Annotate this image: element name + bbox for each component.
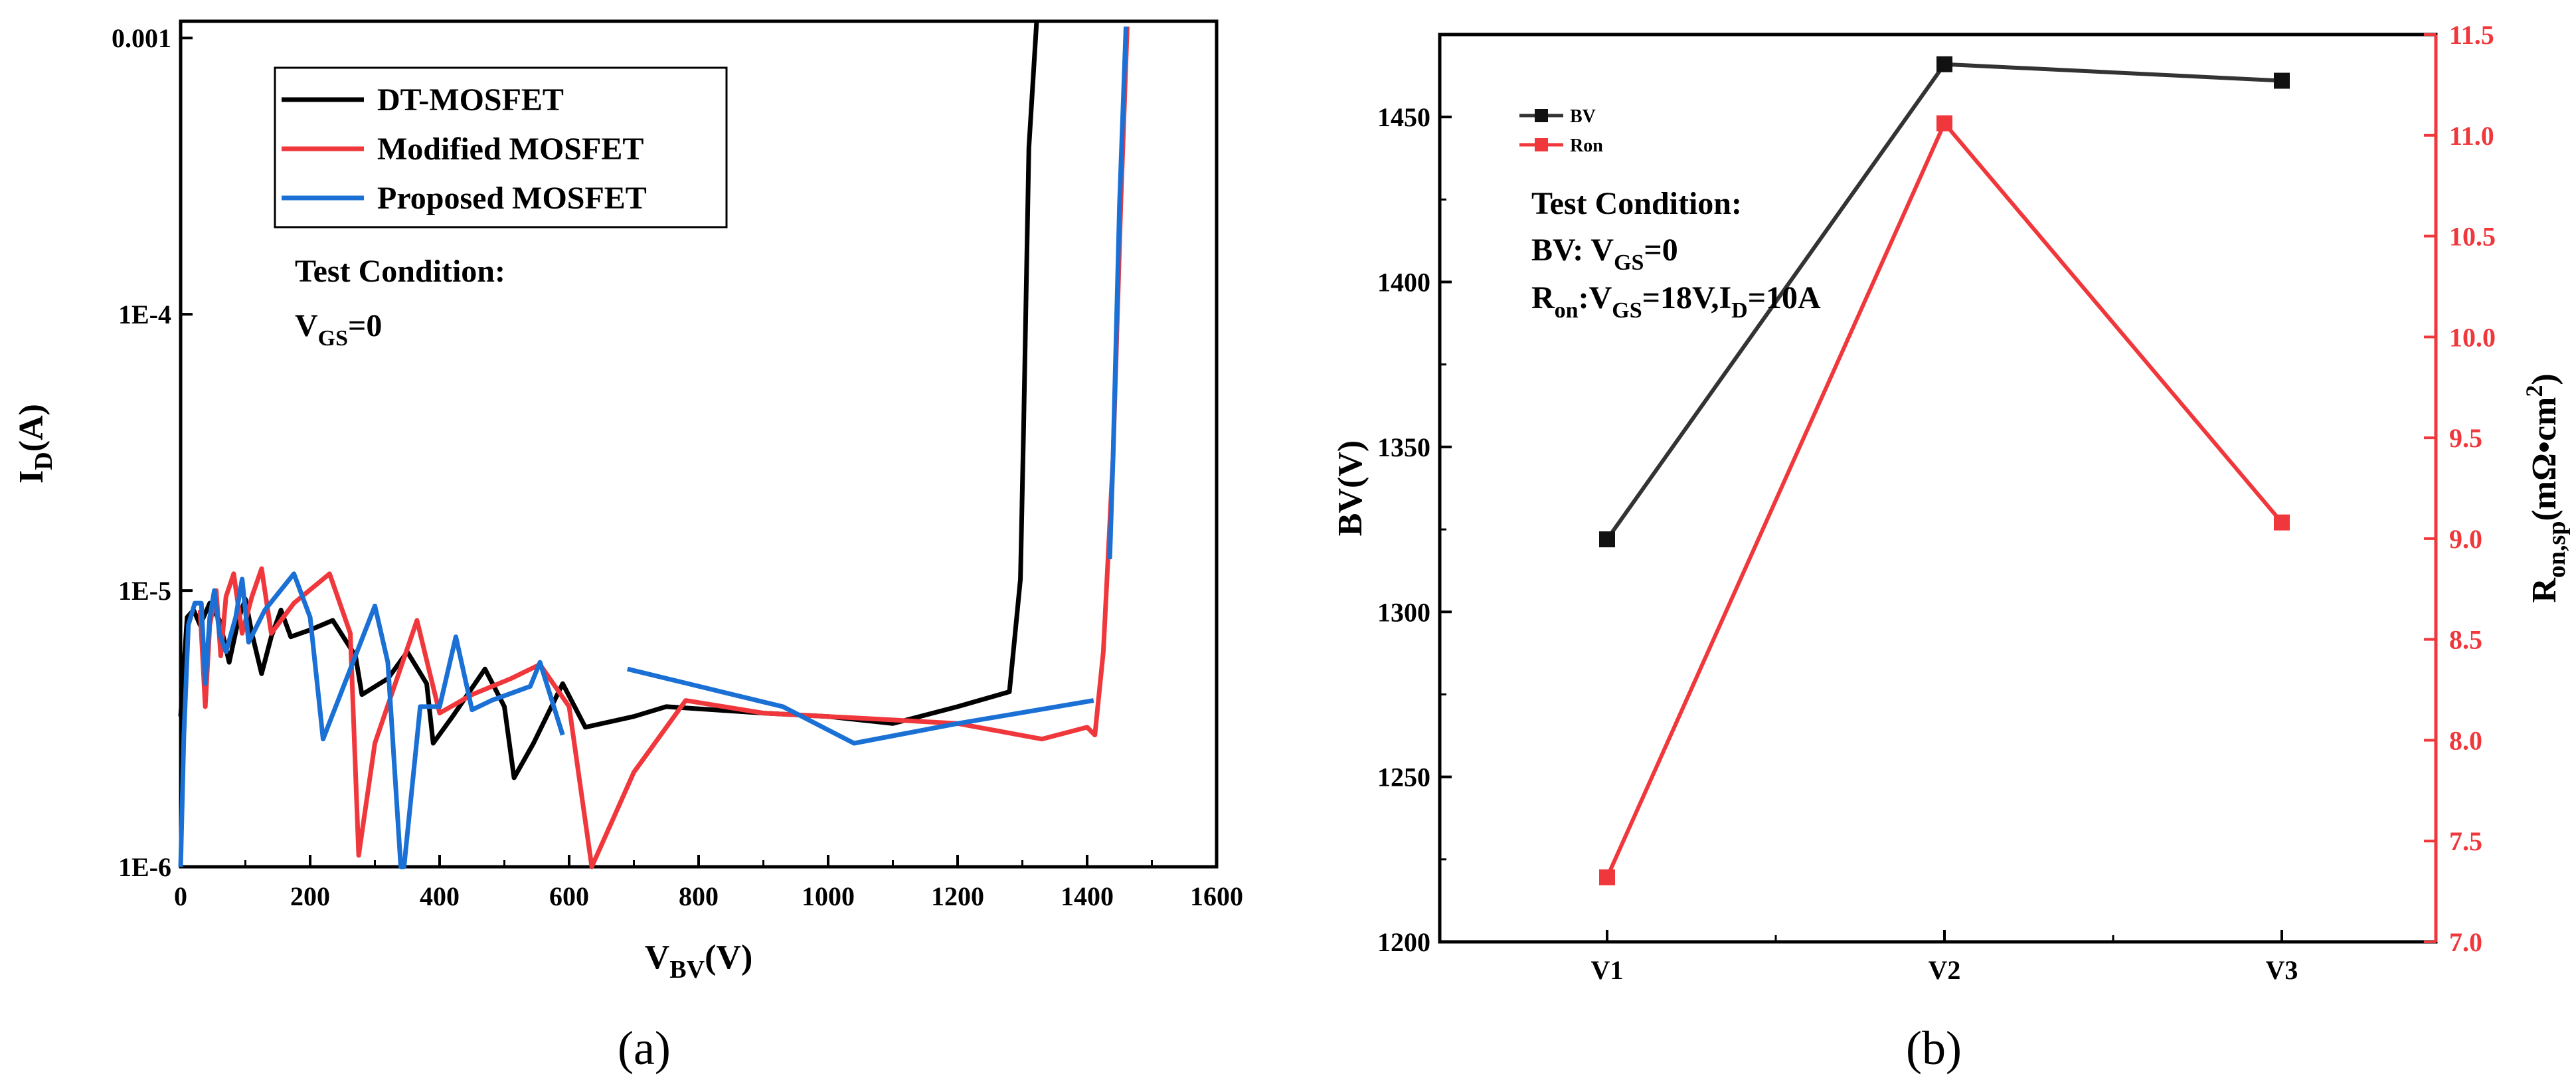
y2-tick-label-5: 9.5 <box>2449 423 2482 453</box>
chart-b-annotation-l3sub2: GS <box>1612 298 1642 323</box>
chart-b-y2-title: Ron,sp(mΩ•cm2) <box>2521 373 2571 602</box>
legend-label-modified-mosfet: Modified MOSFET <box>377 132 644 167</box>
y2-tick-label-6: 10.0 <box>2449 322 2496 352</box>
chart-b-y-axis-left: 1200 1250 1300 1350 1400 1450 <box>1377 33 1452 957</box>
x-tick-label-1200: 1200 <box>931 881 984 911</box>
legend-label-proposed-mosfet: Proposed MOSFET <box>377 181 647 216</box>
x-tick-label-600: 600 <box>549 881 589 911</box>
chart-b-panel-label: (b) <box>1906 1022 1962 1075</box>
chart-a-annotation-vgs-sub: GS <box>318 326 348 351</box>
chart-b-annotation-line1: Test Condition: <box>1531 186 1742 221</box>
y2-tick-label-0: 7.0 <box>2449 927 2482 957</box>
legend-marker-bv <box>1535 109 1548 122</box>
point-bv-v2 <box>1936 56 1952 72</box>
chart-b-frame <box>1438 33 2438 944</box>
chart-a-series <box>178 21 1130 869</box>
chart-b-x-axis: V1 V2 V3 <box>1591 930 2298 985</box>
chart-b-annotation-l2a: BV: V <box>1531 232 1614 268</box>
y2-tick-label-8: 11.0 <box>2449 121 2494 151</box>
y-tick-label-1250: 1250 <box>1377 763 1430 792</box>
chart-b-annotation-line2: BV: VGS=0 <box>1531 232 1678 275</box>
chart-a-x-title-unit: (V) <box>705 939 752 976</box>
y2-tick-label-9: 11.5 <box>2449 20 2494 50</box>
series-line-proposed-mosfet <box>178 26 1128 869</box>
chart-a-y-axis: 1E-6 1E-5 1E-4 0.001 <box>112 23 193 882</box>
chart-b-y2-title-sub: on,sp <box>2543 521 2571 579</box>
chart-a-annotation-vgs-main: V <box>295 308 318 343</box>
chart-b-y-axis-right: 7.0 7.5 8.0 8.5 9.0 9.5 10.0 10.5 11.0 11.5 <box>2424 20 2496 957</box>
chart-b-annotation-l3c: =18V,I <box>1642 280 1732 315</box>
y2-tick-label-4: 9.0 <box>2449 524 2482 554</box>
chart-b-annotation-l3sub1: on <box>1555 298 1579 323</box>
chart-a-panel-label: (a) <box>618 1022 671 1075</box>
chart-a-y-title: ID(A) <box>13 404 58 484</box>
chart-a-annotation-line2: VGS=0 <box>295 308 382 351</box>
chart-b-y2-title-rest: (mΩ•cm <box>2526 397 2563 521</box>
chart-a-y-title-unit: (A) <box>13 404 50 452</box>
y2-tick-label-7: 10.5 <box>2449 222 2496 252</box>
x-tick-label-v1: V1 <box>1591 955 1624 985</box>
x-tick-label-v2: V2 <box>1929 955 1961 985</box>
point-bv-v1 <box>1599 531 1615 547</box>
y-tick-label-1450: 1450 <box>1377 102 1430 132</box>
chart-b-series <box>1599 56 2290 885</box>
legend-marker-ron <box>1535 138 1548 151</box>
chart-b-y-title: BV(V) <box>1331 440 1369 536</box>
y-tick-label-1300: 1300 <box>1377 597 1430 627</box>
y2-tick-label-1: 7.5 <box>2449 826 2482 856</box>
chart-b-legend: BV Ron <box>1519 106 1603 156</box>
y-tick-label-1400: 1400 <box>1377 268 1430 298</box>
point-ron-v3 <box>2274 514 2290 531</box>
x-tick-label-200: 200 <box>290 881 330 911</box>
series-line-modified-mosfet <box>197 26 1130 869</box>
chart-a-legend: DT-MOSFET Modified MOSFET Proposed MOSFE… <box>274 66 728 228</box>
x-tick-label-400: 400 <box>420 881 460 911</box>
chart-b-annotation-l2b: =0 <box>1644 232 1677 268</box>
chart-a-annotation-line1: Test Condition: <box>295 254 505 289</box>
y-tick-label-2: 1E-4 <box>118 300 171 329</box>
legend-label-bv: BV <box>1570 106 1596 127</box>
chart-a: 0 200 400 600 800 1000 1200 1400 1600 1E-61E-51E… <box>13 19 1243 1075</box>
x-tick-label-v3: V3 <box>2266 955 2298 985</box>
legend-label-dt-mosfet: DT-MOSFET <box>377 82 564 118</box>
chart-a-annotation-vgs-rest: =0 <box>348 308 382 343</box>
chart-b: V1 V2 V3 1200 1250 1300 1350 1400 1450 7.0 7.5 8.… <box>1331 20 2571 1075</box>
y2-tick-label-2: 8.0 <box>2449 725 2482 755</box>
point-bv-v3 <box>2274 72 2290 89</box>
chart-b-y2-title-main: R <box>2526 577 2563 603</box>
y2-tick-label-3: 8.5 <box>2449 625 2482 655</box>
chart-b-annotation-l3d: =10A <box>1748 280 1821 315</box>
chart-b-y2-title-end: ) <box>2526 373 2563 385</box>
chart-a-x-title-sub: BV <box>669 956 705 984</box>
point-ron-v2 <box>1936 115 1952 132</box>
chart-b-annotation-l2sub: GS <box>1614 250 1644 275</box>
y-tick-label-1350: 1350 <box>1377 432 1430 462</box>
y-tick-label-0: 1E-6 <box>118 852 171 882</box>
chart-b-y2-title-sup: 2 <box>2521 385 2547 397</box>
legend-label-ron: Ron <box>1570 135 1603 156</box>
chart-b-annotation-l3a: R <box>1531 280 1555 315</box>
y-tick-label-1: 1E-5 <box>118 576 171 606</box>
chart-b-annotation-l3b: :V <box>1579 280 1612 315</box>
x-tick-label-800: 800 <box>679 881 719 911</box>
chart-a-x-axis: 0 200 400 600 800 1000 1200 1400 1600 <box>174 855 1243 911</box>
chart-a-y-title-main: I <box>13 470 50 484</box>
x-tick-label-1000: 1000 <box>802 881 855 911</box>
x-tick-label-0: 0 <box>174 881 187 911</box>
chart-b-annotation-line3: Ron:VGS=18V,ID=10A <box>1531 280 1821 323</box>
y-tick-label-3: 0.001 <box>112 23 171 53</box>
chart-a-y-title-sub: D <box>30 452 58 470</box>
chart-b-annotation-l3sub3: D <box>1731 298 1748 323</box>
point-ron-v1 <box>1599 869 1615 885</box>
x-tick-label-1400: 1400 <box>1061 881 1114 911</box>
chart-a-x-title: VBV(V) <box>645 939 753 984</box>
series-line-ron <box>1605 120 2284 879</box>
x-tick-label-1600: 1600 <box>1190 881 1243 911</box>
y-tick-label-1200: 1200 <box>1377 927 1430 957</box>
chart-a-x-title-main: V <box>645 939 670 976</box>
